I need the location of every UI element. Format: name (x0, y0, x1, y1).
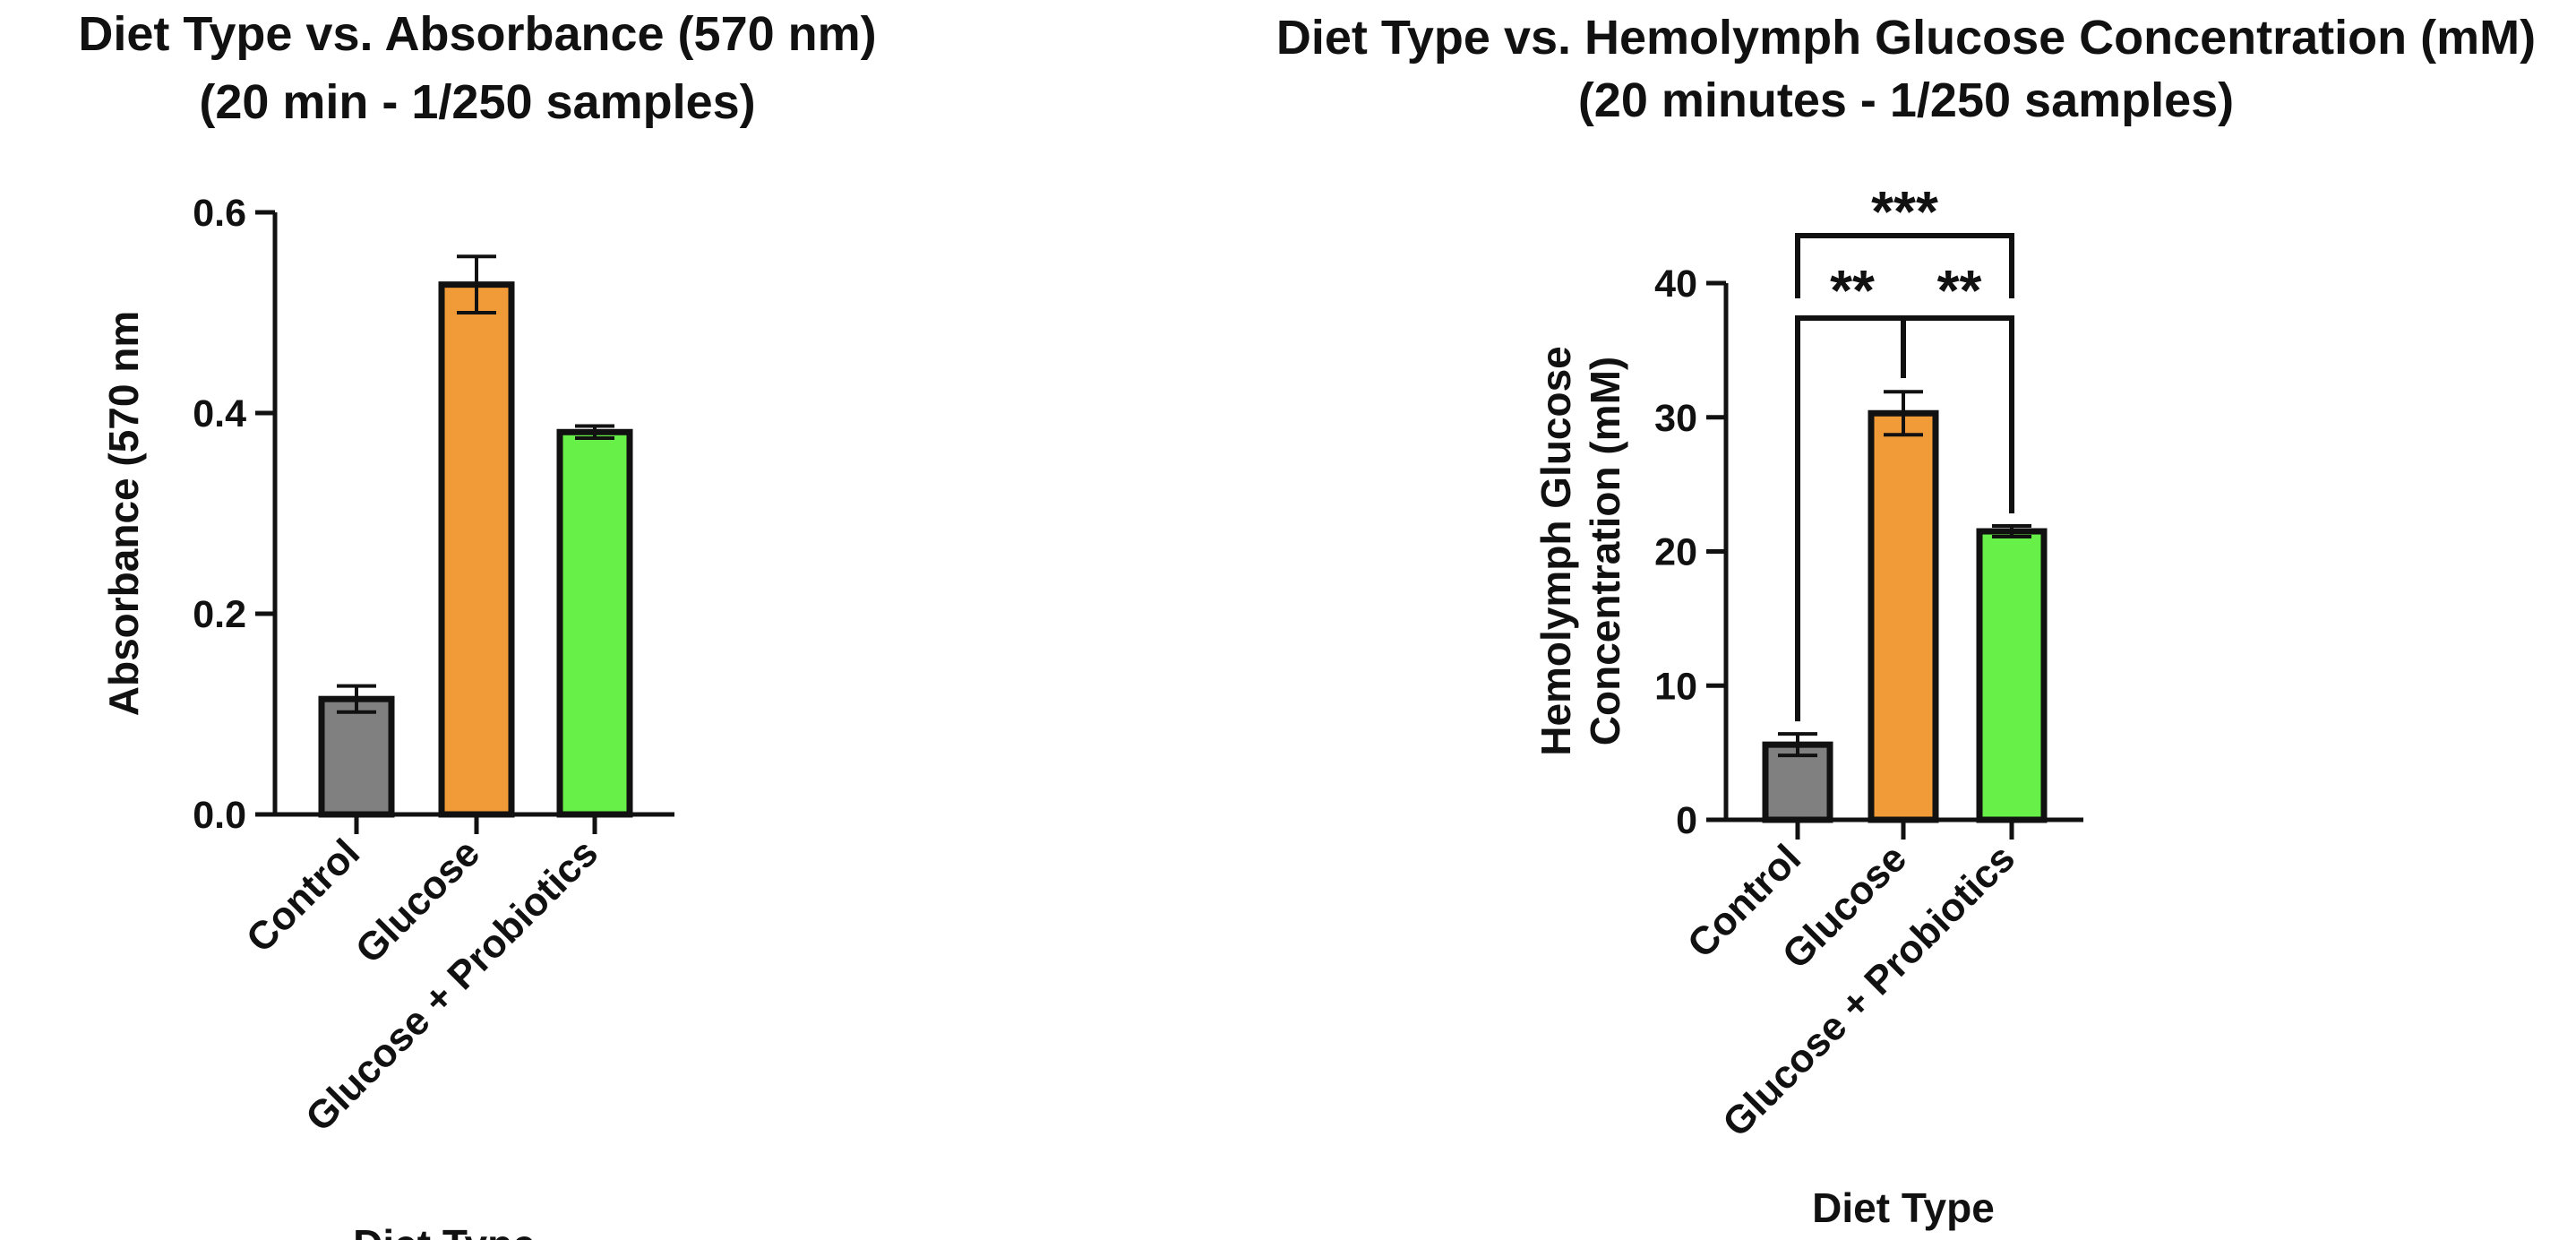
chart2-y-tick-label: 30 (1654, 397, 1697, 440)
chart2-x-axis-label: Diet Type (1812, 1184, 1995, 1231)
chart1-y-tick-label: 0.4 (193, 392, 246, 435)
chart2-y-axis-label-line1: Hemolymph Glucose (1533, 346, 1579, 756)
chart2-error-bar-2 (1992, 524, 2031, 539)
sig-label-glucose-vs-probiotics: ** (1937, 258, 1982, 323)
chart1-x-axis-label: Diet Type (353, 1221, 536, 1240)
chart1-error-bar-1 (457, 254, 496, 314)
chart2-y-tick-label: 0 (1676, 799, 1697, 842)
chart1-y-tick-label: 0.0 (193, 794, 246, 837)
chart2-title: Diet Type vs. Hemolymph Glucose Concentr… (1276, 11, 2536, 65)
chart2-y-tick-label: 10 (1654, 665, 1697, 708)
chart2-bar-2 (1976, 528, 2048, 823)
chart2-error-bar-1 (1884, 390, 1923, 437)
chart1-error-bar-2 (575, 424, 614, 440)
chart1-error-bar-0 (337, 684, 376, 714)
chart1-bar-1 (438, 281, 515, 818)
chart1-y-axis-label: Absorbance (570 nm (100, 311, 147, 716)
chart1-title: Diet Type vs. Absorbance (570 nm) (78, 7, 876, 61)
sig-label-control-vs-glucose: ** (1830, 258, 1875, 323)
chart1-bar-0 (318, 695, 395, 818)
chart2-error-bar-0 (1778, 732, 1817, 758)
chart-hemolymph-glucose: Diet Type vs. Hemolymph Glucose Concentr… (1276, 11, 2536, 1231)
chart2-subtitle: (20 minutes - 1/250 samples) (1578, 73, 2234, 127)
chart2-y-tick-label: 40 (1654, 263, 1697, 306)
chart1-bar-2 (556, 428, 633, 818)
sig-bracket-control-vs-probiotics: *** (1795, 179, 2014, 298)
sig-label-control-vs-probiotics: *** (1871, 179, 1938, 244)
chart1-y-tick-label: 0.2 (193, 593, 246, 636)
chart1-y-tick-label: 0.6 (193, 192, 246, 235)
chart2-bar-1 (1868, 409, 1939, 823)
chart2-y-tick-label: 20 (1654, 531, 1697, 574)
sig-bracket-inner: ** ** (1795, 258, 2014, 722)
chart-absorbance: Diet Type vs. Absorbance (570 nm) (20 mi… (78, 7, 876, 1240)
chart2-y-axis-label-line2: Concentration (mM) (1582, 357, 1628, 745)
chart1-subtitle: (20 min - 1/250 samples) (199, 75, 755, 129)
